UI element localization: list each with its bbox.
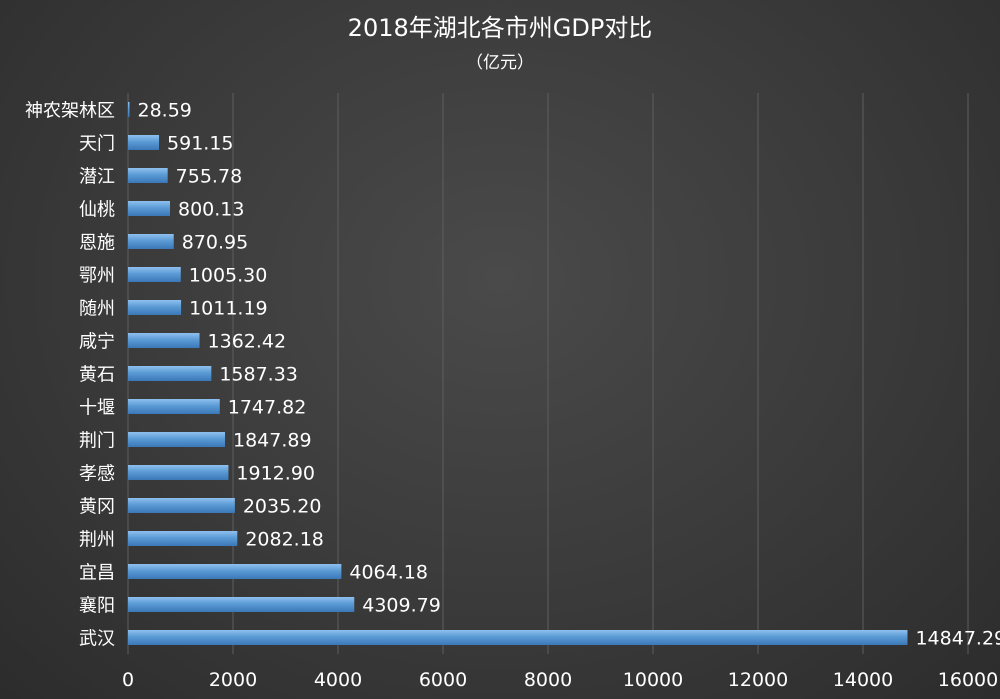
x-tick-label: 16000: [938, 669, 998, 691]
category-label: 宜昌: [79, 563, 115, 584]
category-label: 神农架林区: [25, 101, 115, 122]
chart-subtitle: （亿元）: [466, 53, 534, 73]
category-label: 恩施: [79, 233, 115, 254]
bar: [128, 432, 226, 447]
x-tick-label: 0: [122, 669, 134, 691]
category-label: 仙桃: [79, 200, 115, 221]
category-label: 黄冈: [79, 497, 115, 518]
data-label: 28.59: [138, 100, 192, 122]
data-label: 1362.42: [208, 331, 287, 353]
bar: [128, 597, 355, 612]
data-label: 14847.29: [915, 628, 1000, 650]
data-label: 1847.89: [233, 430, 312, 452]
x-tick-label: 12000: [728, 669, 788, 691]
x-tick-label: 6000: [419, 669, 467, 691]
bar: [128, 366, 212, 381]
category-label: 十堰: [79, 398, 115, 419]
bar: [128, 300, 182, 315]
bar: [128, 234, 174, 249]
data-label: 4309.79: [362, 595, 441, 617]
bar: [128, 135, 160, 150]
category-label: 荆州: [79, 530, 115, 551]
bar: [128, 333, 200, 348]
bar: [128, 564, 342, 579]
bar: [128, 465, 229, 480]
data-label: 4064.18: [349, 562, 428, 584]
bar: [128, 102, 130, 117]
bar: [128, 630, 908, 645]
x-tick-label: 4000: [314, 669, 362, 691]
category-label: 咸宁: [79, 332, 115, 353]
bar: [128, 168, 168, 183]
data-label: 591.15: [167, 133, 233, 155]
x-tick-label: 14000: [833, 669, 893, 691]
labels: 0 2000 4000 6000 8000 10000 12000 14000 16000 神农架…: [25, 100, 1000, 692]
x-tick-label: 2000: [209, 669, 257, 691]
data-label: 1011.19: [189, 298, 268, 320]
bar: [128, 531, 238, 546]
category-label: 襄阳: [79, 596, 115, 617]
data-label: 1912.90: [236, 463, 315, 485]
bar: [128, 399, 220, 414]
bar: [128, 498, 235, 513]
data-label: 1587.33: [219, 364, 298, 386]
category-label: 潜江: [79, 167, 115, 188]
data-label: 2082.18: [245, 529, 324, 551]
category-label: 武汉: [79, 629, 115, 650]
x-tick-label: 10000: [623, 669, 683, 691]
data-label: 1747.82: [228, 397, 307, 419]
category-label: 天门: [79, 134, 115, 155]
x-tick-label: 8000: [524, 669, 572, 691]
category-label: 黄石: [79, 365, 115, 386]
data-label: 2035.20: [243, 496, 322, 518]
data-label: 755.78: [176, 166, 242, 188]
bars: [128, 102, 908, 645]
category-label: 孝感: [79, 464, 115, 485]
data-label: 870.95: [182, 232, 248, 254]
category-label: 荆门: [79, 431, 115, 452]
chart-title: 2018年湖北各市州GDP对比: [347, 14, 653, 42]
data-label: 800.13: [178, 199, 244, 221]
bar: [128, 201, 171, 216]
category-label: 随州: [79, 299, 115, 320]
category-label: 鄂州: [79, 266, 115, 287]
bar: [128, 267, 181, 282]
data-label: 1005.30: [189, 265, 268, 287]
